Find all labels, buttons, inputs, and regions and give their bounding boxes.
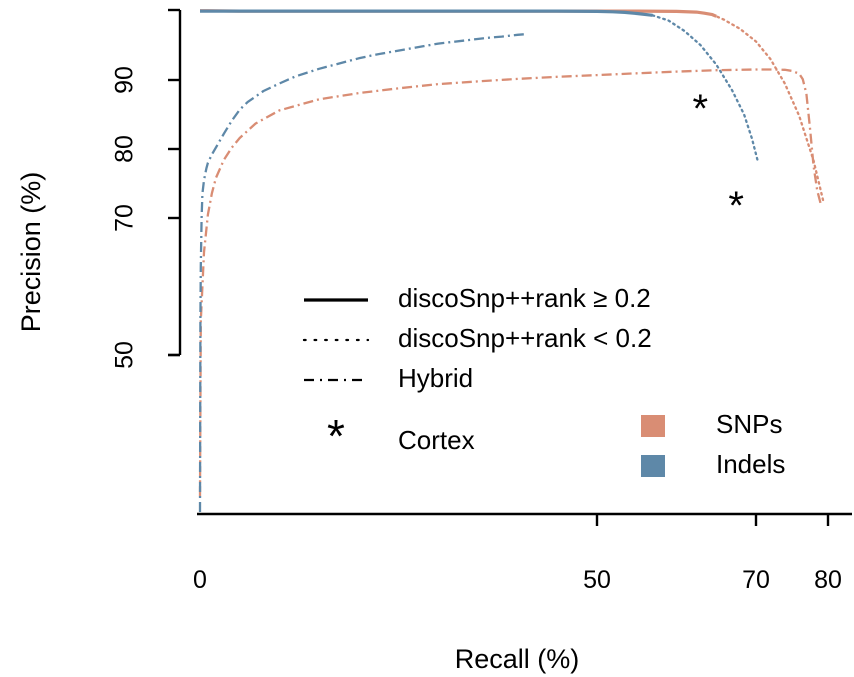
legend-label-snps: SNPs	[716, 409, 782, 439]
x-tick-label-50: 50	[583, 566, 611, 594]
legend-swatch-snps	[641, 415, 665, 437]
legend-cortex-star: *	[327, 410, 345, 462]
y-tick-label-50: 50	[111, 341, 139, 369]
cortex-point-snps: *	[728, 184, 744, 228]
series-layer	[198, 9, 825, 513]
x-tick-label-80: 80	[814, 566, 842, 594]
series-snps-rank-low	[711, 13, 825, 204]
x-ticks: 0 50 70 80	[193, 514, 842, 594]
cortex-point-indels: *	[693, 87, 709, 131]
legend-label-solid: discoSnp++rank ≥ 0.2	[398, 283, 651, 313]
x-tick-label-0: 0	[193, 566, 207, 594]
series-indels-rank-low	[651, 14, 760, 164]
y-axis-title: Precision (%)	[16, 172, 46, 333]
x-axis-title: Recall (%)	[455, 644, 580, 674]
legend-label-dash-dot: Hybrid	[398, 363, 473, 393]
legend-label-dotted: discoSnp++rank < 0.2	[398, 323, 652, 353]
legend: discoSnp++rank ≥ 0.2 discoSnp++rank < 0.2…	[302, 283, 785, 479]
series-indels-rank-high	[200, 9, 653, 17]
cortex-markers: **	[693, 87, 744, 228]
legend-label-indels: Indels	[716, 449, 785, 479]
legend-label-cortex: Cortex	[398, 425, 475, 455]
y-tick-label-90: 90	[111, 66, 139, 94]
x-tick-label-70: 70	[742, 566, 770, 594]
series-snps-hybrid	[198, 68, 822, 497]
y-tick-label-70: 70	[111, 204, 139, 232]
y-tick-label-80: 80	[111, 135, 139, 163]
legend-swatch-indels	[641, 455, 665, 477]
y-ticks: 50 70 80 90	[111, 66, 180, 369]
series-indels-hybrid	[198, 33, 526, 513]
